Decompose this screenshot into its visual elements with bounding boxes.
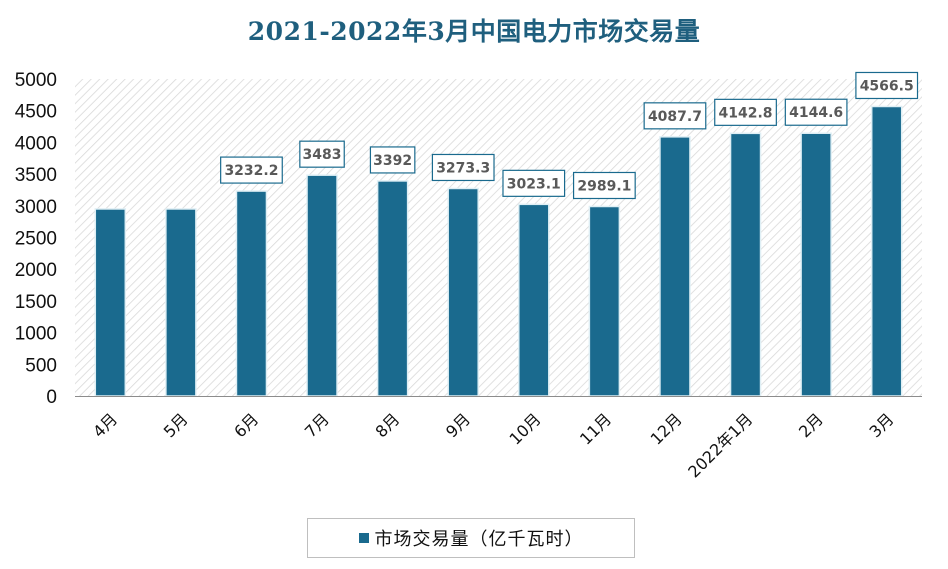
plot-area-background — [75, 79, 922, 396]
x-tick-label: 5月 — [160, 409, 192, 441]
data-label-text: 3483 — [303, 147, 342, 163]
data-label-text: 2989.1 — [577, 178, 631, 194]
bar — [800, 132, 832, 397]
data-label: 2989.1 — [572, 171, 636, 200]
y-tick-label: 500 — [25, 355, 57, 376]
data-label-box — [643, 102, 707, 130]
bar-series — [94, 105, 903, 397]
data-label-box — [502, 169, 566, 197]
legend: 市场交易量（亿千瓦时） — [307, 518, 635, 558]
bar — [94, 208, 127, 397]
data-label-box — [220, 156, 283, 184]
y-tick-label: 3000 — [15, 197, 57, 218]
x-tick-label: 8月 — [372, 409, 404, 441]
x-tick-label: 10月 — [505, 409, 544, 448]
x-tick-label: 12月 — [647, 409, 686, 448]
y-tick-label: 1000 — [15, 324, 57, 345]
data-label-text: 3392 — [373, 153, 412, 169]
x-tick-label: 4月 — [89, 409, 121, 441]
data-label: 4087.7 — [643, 102, 707, 130]
bar — [870, 105, 903, 397]
data-label: 4144.6 — [784, 98, 848, 126]
x-tick-label: 2022年1月 — [684, 409, 756, 481]
data-label: 4142.8 — [714, 98, 777, 126]
y-tick-label: 0 — [46, 387, 57, 408]
data-label: 3392 — [369, 146, 416, 174]
bar — [659, 136, 691, 397]
bar — [729, 132, 762, 397]
data-label: 3232.2 — [220, 156, 283, 184]
y-tick-label: 1500 — [15, 292, 57, 313]
legend-swatch — [358, 533, 369, 543]
y-axis: 0 500 1000 1500 2000 2500 3000 3500 4000 4500 5000 — [15, 70, 57, 408]
data-label-box — [784, 98, 848, 126]
data-label-text: 3023.1 — [507, 176, 561, 192]
data-label: 4566.5 — [855, 71, 919, 100]
data-label-text: 3232.2 — [224, 163, 278, 179]
data-labels: 3232.2 3483 3392 3273.3 3023.1 2989.1 4087.7 41… — [220, 71, 919, 200]
data-label-box — [369, 146, 416, 174]
data-label: 3023.1 — [502, 169, 566, 197]
legend-label: 市场交易量（亿千瓦时） — [374, 529, 584, 550]
bar — [235, 190, 268, 397]
x-tick-label: 6月 — [230, 409, 262, 441]
bar — [588, 205, 621, 397]
bar — [306, 174, 338, 397]
data-label-box — [572, 171, 636, 200]
y-tick-label: 2500 — [15, 229, 57, 250]
data-label-text: 4142.8 — [719, 105, 773, 121]
data-label-box — [431, 153, 495, 182]
y-tick-label: 2000 — [15, 260, 57, 281]
y-tick-label: 5000 — [15, 70, 57, 91]
data-label-text: 4566.5 — [860, 78, 914, 94]
bar — [376, 180, 409, 397]
data-label: 3273.3 — [431, 153, 495, 182]
y-tick-label: 4500 — [15, 102, 57, 123]
data-label-text: 4144.6 — [789, 105, 843, 121]
x-tick-label: 9月 — [442, 409, 474, 441]
chart-title: 2021-2022年3月中国电力市场交易量 — [247, 17, 701, 46]
bar — [518, 203, 550, 397]
bar — [447, 187, 479, 397]
data-label-box — [714, 98, 777, 126]
x-tick-label: 2月 — [795, 409, 827, 441]
x-tick-label: 7月 — [301, 409, 333, 441]
data-label-text: 4087.7 — [648, 109, 702, 125]
y-tick-label: 3500 — [15, 165, 57, 186]
bar — [165, 208, 197, 397]
data-label-box — [855, 71, 919, 100]
data-label-text: 3273.3 — [436, 160, 490, 176]
data-label: 3483 — [299, 140, 345, 168]
x-tick-label: 3月 — [866, 409, 898, 441]
data-label-box — [299, 140, 345, 168]
x-tick-label: 11月 — [576, 409, 615, 448]
y-tick-label: 4000 — [15, 133, 57, 154]
